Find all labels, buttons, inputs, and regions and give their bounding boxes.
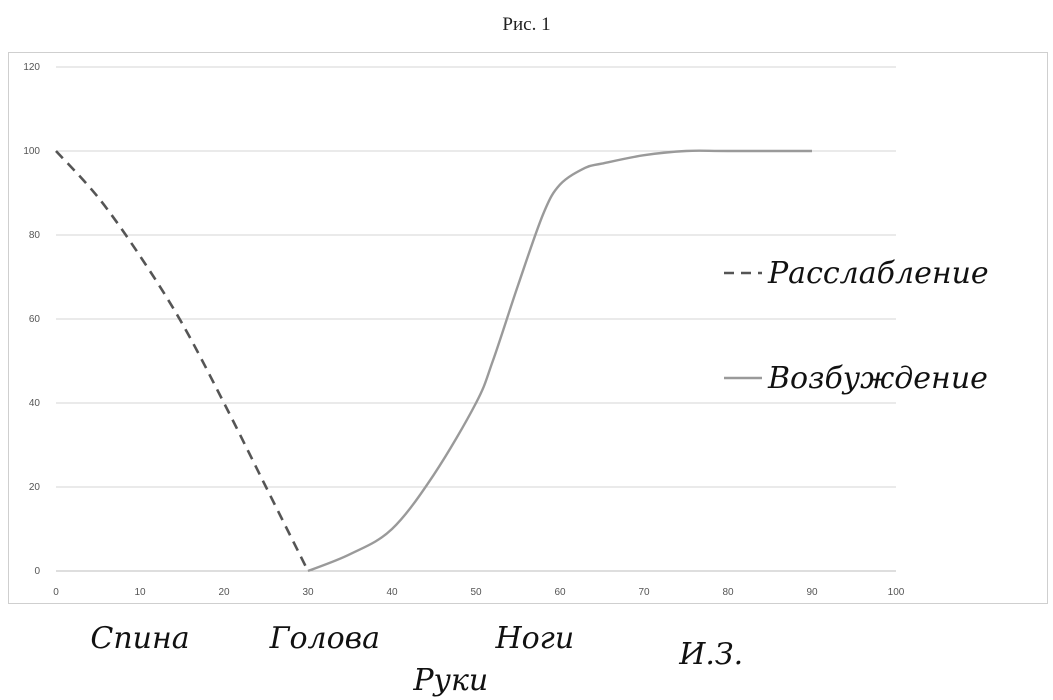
y-tick-label: 40 bbox=[29, 398, 41, 409]
grid-lines bbox=[56, 66, 896, 572]
x-tick-label: 60 bbox=[554, 587, 566, 598]
y-tick-label: 20 bbox=[29, 482, 41, 493]
x-tick-label: 90 bbox=[806, 587, 818, 598]
legend-label: Возбуждение bbox=[767, 361, 988, 396]
series-line-relaxation bbox=[55, 150, 310, 572]
region-annotation: Голова bbox=[269, 621, 380, 656]
figure-title: Рис. 1 bbox=[502, 14, 551, 35]
region-annotation: Руки bbox=[412, 663, 488, 698]
y-tick-label: 80 bbox=[29, 230, 41, 241]
x-tick-label: 80 bbox=[722, 587, 734, 598]
x-tick-label: 40 bbox=[386, 587, 398, 598]
axis-ticks: 0 20 40 60 80 100 120 0 10 20 30 40 50 60 70 80 90 100 bbox=[23, 62, 904, 598]
region-annotation: Ноги bbox=[494, 621, 574, 656]
x-tick-label: 10 bbox=[134, 587, 146, 598]
chart-frame bbox=[8, 52, 1048, 604]
x-tick-label: 70 bbox=[638, 587, 650, 598]
y-tick-label: 60 bbox=[29, 314, 41, 325]
legend-label: Расслабление bbox=[767, 256, 989, 291]
y-tick-label: 100 bbox=[23, 146, 40, 157]
region-annotation: Спина bbox=[90, 621, 189, 656]
region-annotation: И.З. bbox=[678, 637, 743, 672]
x-tick-label: 50 bbox=[470, 587, 482, 598]
y-tick-label: 0 bbox=[34, 566, 40, 577]
x-tick-label: 0 bbox=[53, 587, 59, 598]
x-tick-label: 20 bbox=[218, 587, 230, 598]
series-line-excitation bbox=[307, 149, 812, 573]
series-lines bbox=[55, 149, 812, 573]
x-tick-label: 100 bbox=[888, 587, 905, 598]
x-tick-label: 30 bbox=[302, 587, 314, 598]
y-tick-label: 120 bbox=[23, 62, 40, 73]
legend: Расслабление Возбуждение bbox=[724, 256, 989, 396]
